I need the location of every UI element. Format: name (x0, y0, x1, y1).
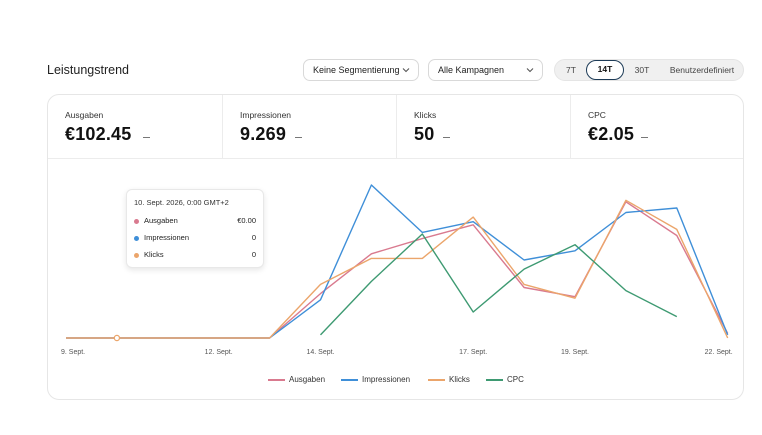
tooltip-row-label: Ausgaben (144, 216, 178, 225)
x-tick-label: 14. Sept. (306, 349, 334, 356)
kpi-row: Ausgaben €102.45 Impressionen 9.269 Klic… (48, 95, 743, 159)
legend-swatch (486, 379, 503, 381)
trend-dash-icon (143, 137, 150, 138)
tooltip-row-value: 0 (251, 233, 256, 242)
tooltip-date: 10. Sept. 2026, 0:00 GMT+2 (134, 198, 229, 207)
x-tick-label: 9. Sept. (61, 349, 85, 356)
series-dot-icon (134, 219, 139, 224)
chevron-down-icon (526, 68, 534, 73)
series-line-cpc (319, 233, 678, 336)
campaign-select-value: Alle Kampagnen (438, 65, 505, 75)
tooltip-row-value: €0.00 (237, 216, 256, 225)
legend-swatch (341, 379, 358, 381)
series-dot-icon (134, 236, 139, 241)
range-custom-button[interactable]: Benutzerdefiniert (669, 65, 735, 75)
legend-swatch (268, 379, 285, 381)
kpi-impressionen[interactable]: Impressionen 9.269 (223, 95, 397, 159)
kpi-value: 50 (414, 124, 435, 144)
chevron-down-icon (402, 68, 410, 73)
range-30t-button[interactable]: 30T (634, 65, 650, 75)
kpi-value: 9.269 (240, 124, 287, 144)
tooltip-row-value: 0 (251, 250, 256, 259)
trend-dash-icon (641, 137, 648, 138)
tooltip-row-impressionen: Impressionen 0 (134, 233, 256, 245)
tooltip-row-label: Impressionen (144, 233, 190, 242)
kpi-label: Klicks (414, 110, 437, 120)
section-title: Leistungstrend (47, 63, 130, 77)
chart-tooltip: 10. Sept. 2026, 0:00 GMT+2 Ausgaben €0.0… (126, 189, 264, 268)
legend-label: CPC (507, 375, 524, 384)
kpi-value: €2.05 (588, 124, 635, 144)
segmentation-select-value: Keine Segmentierung (313, 65, 400, 75)
x-tick-label: 19. Sept. (561, 349, 589, 356)
range-7t-button[interactable]: 7T (566, 65, 576, 75)
campaign-select[interactable]: Alle Kampagnen (428, 59, 543, 81)
legend-swatch (428, 379, 445, 381)
kpi-value: €102.45 (65, 124, 132, 144)
trend-dash-icon (443, 137, 450, 138)
segmentation-select[interactable]: Keine Segmentierung (303, 59, 419, 81)
hover-point-marker (113, 334, 121, 342)
legend-label: Klicks (449, 375, 470, 384)
kpi-label: Ausgaben (65, 110, 104, 120)
x-tick-label: 22. Sept. (705, 349, 733, 356)
legend-label: Impressionen (362, 375, 411, 384)
kpi-label: Impressionen (240, 110, 292, 120)
tooltip-row-ausgaben: Ausgaben €0.00 (134, 216, 256, 228)
x-tick-label: 17. Sept. (459, 349, 487, 356)
kpi-label: CPC (588, 110, 606, 120)
legend-label: Ausgaben (289, 375, 326, 384)
series-dot-icon (134, 253, 139, 258)
kpi-cpc[interactable]: CPC €2.05 (571, 95, 745, 159)
kpi-klicks[interactable]: Klicks 50 (397, 95, 571, 159)
kpi-ausgaben[interactable]: Ausgaben €102.45 (48, 95, 223, 159)
x-tick-label: 12. Sept. (205, 349, 233, 356)
date-range-toggle: 7T 14T 30T Benutzerdefiniert (554, 59, 744, 81)
range-14t-button[interactable]: 14T (586, 60, 624, 80)
tooltip-row-label: Klicks (144, 250, 164, 259)
trend-dash-icon (295, 137, 302, 138)
tooltip-row-klicks: Klicks 0 (134, 250, 256, 262)
